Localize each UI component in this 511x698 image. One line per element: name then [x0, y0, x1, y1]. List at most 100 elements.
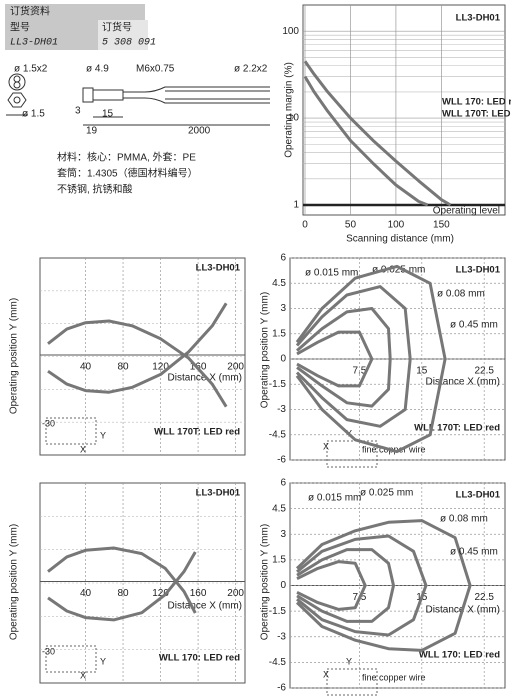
x-tick-label: 150: [433, 220, 450, 231]
series-label: ø 0.025 mm: [372, 265, 425, 276]
curve: [47, 319, 228, 408]
chart-title: LL3-DH01: [196, 488, 241, 499]
inset-label: X: [80, 670, 86, 680]
dim-label: ø 1.5x2: [14, 64, 48, 75]
curve: [296, 307, 392, 408]
caption: WLL 170: LED red: [159, 653, 240, 664]
material-line: 不锈钢, 抗锈和酸: [57, 183, 133, 196]
curve: [47, 551, 197, 622]
x-tick-label: 7.5: [352, 366, 366, 377]
inset-label: X: [80, 444, 86, 454]
y-axis-label: Operating position Y (mm): [260, 292, 271, 408]
y-axis-label: Operating position Y (mm): [9, 298, 20, 414]
x-tick-label: 80: [117, 362, 129, 373]
y-tick-label: -3: [277, 404, 286, 415]
series-label: WLL 170T: LED red: [442, 109, 511, 120]
x-axis-label: Distance X (mm): [168, 601, 242, 612]
sketch: [6, 73, 270, 126]
curve: [303, 60, 452, 207]
inset-label: fine copper wire: [362, 672, 426, 682]
inset-label: Y: [346, 656, 352, 666]
y-tick-label: 100: [282, 26, 299, 37]
caption: WLL 170: LED red: [419, 650, 500, 661]
order-label: 订货号: [102, 21, 132, 34]
plot-frame: [302, 4, 506, 216]
series-label: ø 0.45 mm: [450, 320, 498, 331]
series-label: ø 0.015 mm: [308, 493, 361, 504]
chart-title: LL3-DH01: [456, 13, 501, 24]
header-title: 订货资料: [10, 5, 50, 18]
chart-title: LL3-DH01: [456, 265, 501, 276]
curve: [47, 302, 228, 394]
y-tick-label: -4.5: [269, 429, 287, 440]
inset-sketch: [45, 417, 97, 445]
dim-label: 2000: [188, 126, 211, 137]
model-label: 型号: [10, 21, 30, 34]
series-label: ø 0.45 mm: [450, 547, 498, 558]
y-tick-label: -1.5: [269, 606, 287, 617]
inset-label: Y: [100, 430, 106, 440]
x-tick-label: 0: [302, 220, 308, 231]
curve: [296, 330, 374, 388]
x-axis-label: Distance X (mm): [426, 377, 500, 388]
y-tick-label: 10: [288, 113, 300, 124]
y-tick-label: 1: [293, 200, 299, 211]
plot-frame: [39, 257, 246, 456]
x-tick-label: 100: [388, 220, 405, 231]
series-label: WLL 170: LED red: [442, 97, 511, 108]
x-tick-label: 120: [152, 362, 169, 373]
material-line: 套筒：1.4305（德国材料编号）: [57, 167, 198, 180]
x-tick-label: 22.5: [474, 592, 494, 603]
series-label: ø 0.025 mm: [360, 488, 413, 499]
y-axis-label: Operating margin (%): [284, 62, 295, 158]
y-tick-label: 3: [280, 303, 286, 314]
x-tick-label: 50: [345, 220, 357, 231]
curve: [47, 546, 197, 614]
inset-label: -30: [42, 418, 55, 428]
y-tick-label: -3: [277, 631, 286, 642]
curve: [295, 285, 412, 428]
series-label: ø 0.015 mm: [305, 268, 358, 279]
y-tick-label: -6: [277, 455, 286, 466]
curve: [296, 548, 395, 623]
model: LL3-DH01: [10, 38, 58, 49]
x-tick-label: 80: [117, 588, 129, 599]
x-tick-label: 40: [80, 588, 92, 599]
x-tick-label: 15: [416, 366, 428, 377]
curve: [296, 534, 428, 637]
dim-label: 19: [86, 126, 98, 137]
x-tick-label: 120: [152, 588, 169, 599]
y-tick-label: 1.5: [272, 328, 286, 339]
inset-label: Y: [100, 656, 106, 666]
x-tick-label: 40: [80, 362, 92, 373]
dim-label: 3: [75, 106, 81, 117]
chart-title: LL3-DH01: [196, 263, 241, 274]
y-tick-label: -1.5: [269, 379, 287, 390]
x-tick-label: 22.5: [474, 366, 494, 377]
annotation: Operating level: [433, 206, 500, 217]
x-tick-label: 160: [190, 588, 207, 599]
y-tick-label: -6: [277, 683, 286, 694]
y-tick-label: 6: [280, 253, 286, 264]
y-tick-label: 1.5: [272, 555, 286, 566]
y-tick-label: 3: [280, 529, 286, 540]
series-label: ø 0.08 mm: [440, 514, 488, 525]
y-axis-label: Operating position Y (mm): [260, 524, 271, 640]
curve: [296, 560, 367, 611]
y-tick-label: 0: [280, 580, 286, 591]
dim-label: 15: [102, 109, 114, 120]
caption: WLL 170T: LED red: [414, 423, 500, 434]
series-label: ø 0.08 mm: [437, 289, 485, 300]
y-axis-label: Operating position Y (mm): [9, 524, 20, 640]
inset-label: X: [323, 441, 329, 451]
inset-label: X: [323, 669, 329, 679]
y-tick-label: 4.5: [272, 503, 286, 514]
caption: WLL 170T: LED red: [154, 427, 240, 438]
order-box: [98, 20, 148, 50]
inset-label: -30: [42, 646, 55, 656]
chart-title: LL3-DH01: [456, 490, 501, 501]
y-tick-label: 0: [280, 354, 286, 365]
dim-label: M6x0.75: [136, 64, 175, 75]
x-tick-label: 200: [227, 362, 244, 373]
